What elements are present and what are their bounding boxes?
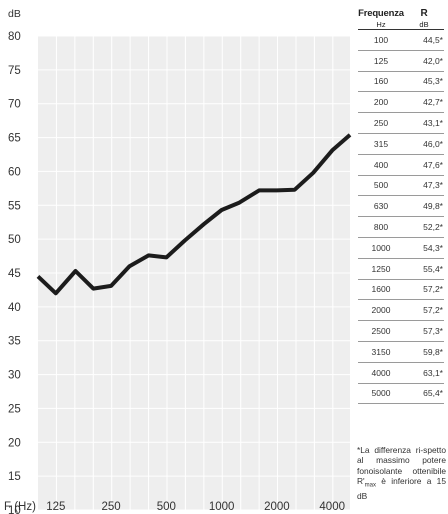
frequency-cell: 630	[358, 195, 404, 218]
table-row: 160 45,3*	[358, 71, 444, 93]
footnote-subscript: max	[364, 482, 376, 489]
x-axis-ticks: 125 250 500 1000 2000 4000	[46, 501, 345, 513]
y-tick-label: 35	[8, 336, 21, 348]
r-value-cell: 43,1*	[404, 112, 444, 134]
frequency-cell: 200	[358, 91, 404, 114]
r-value-cell: 44,5*	[404, 29, 444, 51]
table-row: 2000 57,2*	[358, 299, 444, 322]
frequency-cell: 1000	[358, 237, 404, 259]
y-tick-label: 70	[8, 99, 21, 111]
x-tick-label: 4000	[319, 501, 345, 513]
frequency-cell: 2500	[358, 320, 404, 342]
frequency-cell: 1250	[358, 258, 404, 280]
x-tick-label: 2000	[264, 501, 290, 513]
y-tick-label: 30	[8, 370, 21, 382]
frequency-cell: 5000	[358, 383, 404, 405]
r-value-cell: 63,1*	[404, 362, 444, 384]
frequency-cell: 100	[358, 29, 404, 51]
header-frequency: Frequenza	[358, 8, 404, 19]
frequency-cell: 315	[358, 133, 404, 155]
table-body: 100 44,5* 125 42,0* 160 45,3* 200 42,7* 250 43,1*…	[358, 29, 444, 405]
frequency-cell: 500	[358, 175, 404, 197]
x-tick-label: 250	[101, 501, 120, 513]
table-row: 200 42,7*	[358, 91, 444, 114]
r-value-cell: 52,2*	[404, 216, 444, 238]
y-tick-label: 55	[8, 200, 21, 212]
table-row: 3150 59,8*	[358, 341, 444, 363]
header-r-unit: dB	[404, 20, 444, 30]
frequency-cell: 2000	[358, 299, 404, 322]
y-tick-label: 20	[8, 437, 21, 449]
r-value-cell: 47,6*	[404, 154, 444, 176]
x-tick-label: 125	[46, 501, 65, 513]
series-line	[36, 133, 352, 296]
table-row: 1600 57,2*	[358, 279, 444, 301]
frequency-cell: 3150	[358, 341, 404, 363]
frequency-cell: 800	[358, 216, 404, 238]
frequency-cell: 250	[358, 112, 404, 134]
frequency-cell: 125	[358, 50, 404, 72]
y-tick-label: 75	[8, 65, 21, 77]
table-row: 250 43,1*	[358, 112, 444, 134]
table-row: 630 49,8*	[358, 195, 444, 218]
y-axis-ticks: 10 15 20 25 30 35 40 45 50 55 60 65 70 75 80	[8, 31, 21, 514]
r-value-cell: 46,0*	[404, 133, 444, 155]
r-value-cell: 42,7*	[404, 91, 444, 114]
y-tick-label: 45	[8, 268, 21, 280]
table-row: 800 52,2*	[358, 216, 444, 238]
x-tick-label: 500	[157, 501, 176, 513]
frequency-table: Frequenza R Hz dB 100 44,5* 125 42,0* 160 45,…	[358, 8, 444, 405]
table-row: 1250 55,4*	[358, 258, 444, 280]
frequency-cell: 160	[358, 71, 404, 93]
table-row: 100 44,5*	[358, 29, 444, 51]
y-tick-label: 40	[8, 302, 21, 314]
r-value-cell: 42,0*	[404, 50, 444, 72]
r-value-cell: 49,8*	[404, 195, 444, 218]
r-value-cell: 47,3*	[404, 175, 444, 197]
grid	[38, 35, 350, 511]
header-frequency-unit: Hz	[358, 20, 404, 30]
frequency-cell: 1600	[358, 279, 404, 301]
frequency-cell: 400	[358, 154, 404, 176]
table-row: 315 46,0*	[358, 133, 444, 155]
table-row: 500 47,3*	[358, 175, 444, 197]
table-row: 4000 63,1*	[358, 362, 444, 384]
x-tick-label: 1000	[209, 501, 235, 513]
chart: 10 15 20 25 30 35 40 45 50 55 60 65 70 75 80 125 250 500…	[4, 8, 352, 514]
frequency-cell: 4000	[358, 362, 404, 384]
y-tick-label: 15	[8, 471, 21, 483]
y-tick-label: 60	[8, 166, 21, 178]
r-value-cell: 57,3*	[404, 320, 444, 342]
table-row: 400 47,6*	[358, 154, 444, 176]
r-value-cell: 54,3*	[404, 237, 444, 259]
y-tick-label: 80	[8, 31, 21, 43]
footnote: *La differenza ri-spetto al massimo pote…	[357, 445, 446, 501]
r-value-cell: 57,2*	[404, 279, 444, 301]
header-r: R	[420, 8, 428, 19]
r-value-cell: 65,4*	[404, 383, 444, 405]
table-row: 2500 57,3*	[358, 320, 444, 342]
y-tick-label: 65	[8, 133, 21, 145]
y-tick-label: 25	[8, 403, 21, 415]
table-row: 5000 65,4*	[358, 383, 444, 405]
r-value-cell: 55,4*	[404, 258, 444, 280]
table-row: 125 42,0*	[358, 50, 444, 72]
r-value-cell: 57,2*	[404, 299, 444, 322]
r-value-cell: 59,8*	[404, 341, 444, 363]
table-row: 1000 54,3*	[358, 237, 444, 259]
footnote-text: *La differenza ri-spetto al massimo pote…	[357, 445, 446, 486]
y-tick-label: 10	[8, 505, 21, 514]
x-axis-unit: F (Hz)	[4, 501, 36, 513]
y-axis-unit: dB	[8, 8, 21, 20]
data-series	[36, 133, 352, 296]
footnote-text-end: è inferiore a 15 dB	[357, 475, 446, 501]
y-tick-label: 50	[8, 234, 21, 246]
r-value-cell: 45,3*	[404, 71, 444, 93]
